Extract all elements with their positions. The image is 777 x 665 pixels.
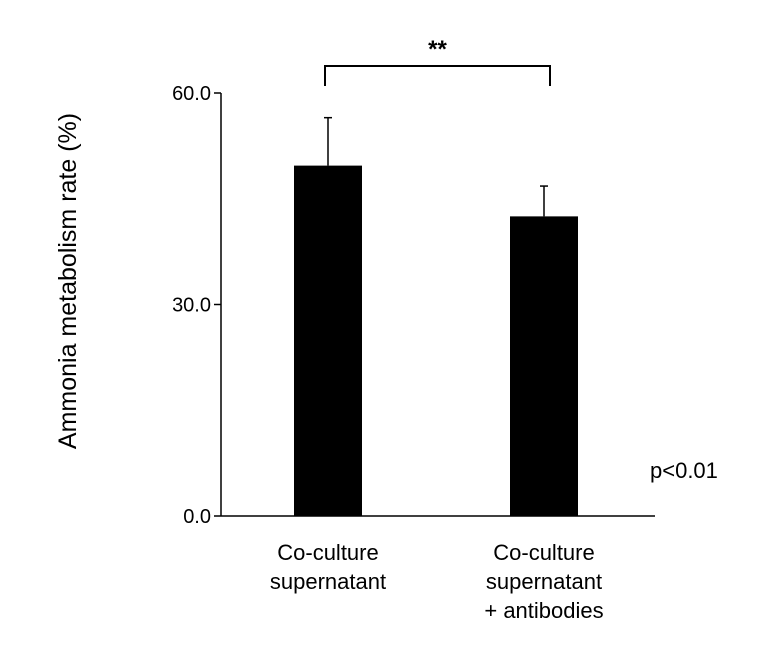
significance-bracket [324, 65, 551, 86]
x-category-label: supernatant [486, 569, 602, 594]
bar [510, 216, 578, 516]
p-value-annotation: p<0.01 [650, 458, 718, 483]
bar [294, 165, 362, 517]
y-tick-label: 0.0 [183, 506, 211, 528]
x-category-label: Co-culture [277, 540, 378, 565]
x-category-label: Co-culture [493, 540, 594, 565]
significance-label: ** [428, 36, 447, 63]
y-tick-label: 30.0 [172, 295, 211, 317]
x-category-label: supernatant [270, 569, 386, 594]
y-tick-label: 60.0 [172, 83, 211, 105]
x-category-label: + antibodies [484, 598, 603, 623]
y-axis-label: Ammonia metabolism rate (%) [54, 113, 82, 449]
